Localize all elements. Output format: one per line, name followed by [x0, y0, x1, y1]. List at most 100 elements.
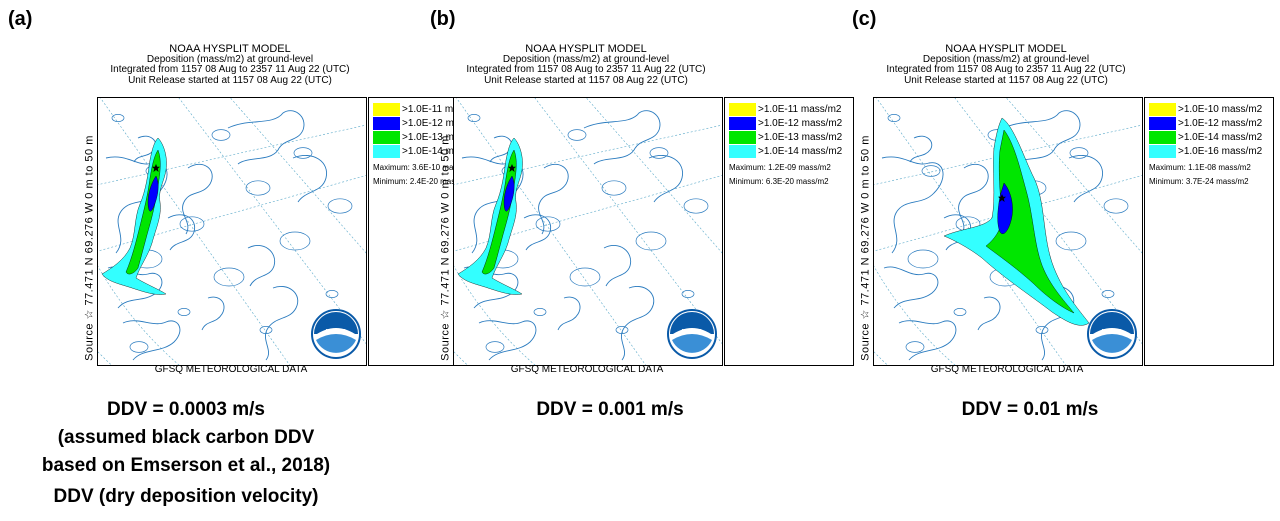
island-outline [467, 114, 481, 122]
legend-swatch [729, 145, 756, 158]
coastline [167, 214, 196, 251]
legend-swatch [1149, 145, 1176, 158]
island-outline [1035, 326, 1049, 334]
graticule-line [954, 98, 1142, 344]
coastline [603, 245, 632, 287]
coastline [1003, 110, 1081, 165]
island-outline [905, 341, 925, 353]
island-outline [567, 129, 587, 141]
legend-swatch [729, 131, 756, 144]
coastline [881, 156, 944, 254]
source-star-icon [152, 164, 160, 172]
island-outline [681, 290, 695, 298]
coastline [898, 320, 957, 361]
caption-b: DDV = 0.001 m/s [440, 396, 780, 424]
coastline [977, 296, 1001, 331]
coastline [182, 163, 213, 235]
maximum-value: Maximum: 3.6E-10 mass/m2 [373, 163, 475, 172]
island-outline [1069, 147, 1089, 159]
island-outline [1101, 290, 1115, 298]
legend-swatch [729, 117, 756, 130]
legend-swatch [1149, 131, 1176, 144]
caption-line: DDV = 0.001 m/s [536, 399, 684, 420]
panel-a-label: (a) [8, 8, 33, 30]
island-outline [1055, 231, 1087, 251]
coastline [958, 163, 989, 235]
met-data-label: GFSQ METEOROLOGICAL DATA [930, 364, 1084, 375]
island-outline [887, 114, 901, 122]
panel-c-label: (c) [852, 8, 877, 30]
graticule-line [454, 124, 722, 185]
map-subtitle: Unit Release started at 1157 08 Aug 22 (… [484, 74, 688, 86]
graticule-line [586, 98, 722, 254]
panel-c: NOAA HYSPLIT MODEL Deposition (mass/m2) … [856, 44, 1276, 375]
island-outline [111, 114, 125, 122]
island-outline [279, 231, 311, 251]
maximum-value: Maximum: 1.1E-08 mass/m2 [1149, 163, 1251, 172]
island-outline [635, 231, 667, 251]
deposition-map: noaa [453, 97, 723, 366]
source-star-icon [508, 164, 516, 172]
coastline [227, 110, 305, 165]
noaa-logo-icon: noaa [667, 309, 717, 359]
plume-high [147, 175, 159, 212]
coastline [538, 163, 569, 235]
island-outline [649, 147, 669, 159]
island-outline [953, 308, 967, 316]
island-outline [179, 216, 205, 232]
map-header: NOAA HYSPLIT MODEL Deposition (mass/m2) … [80, 44, 380, 86]
noaa-logo-text: noaa [1101, 326, 1123, 336]
island-outline [293, 147, 313, 159]
source-label: Source ☆ 77.471 N 69.276 W 0 m to 50 m [83, 135, 96, 361]
caption-line: based on Emserson et al., 2018) [41, 455, 331, 476]
source-star-icon [998, 194, 1006, 202]
deposition-map: noaa [97, 97, 367, 366]
island-outline [921, 165, 941, 177]
caption-line: DDV = 0.0003 m/s [107, 399, 265, 420]
coastline [909, 135, 933, 163]
source-label: Source ☆ 77.471 N 69.276 W 0 m to 50 m [859, 135, 872, 361]
island-outline [535, 216, 561, 232]
island-outline [259, 326, 273, 334]
coastline [264, 286, 299, 361]
map-subtitle: Deposition (mass/m2) at ground-level [146, 53, 314, 65]
map-legend: >1.0E-11 mass/m2 >1.0E-12 mass/m2 >1.0E-… [724, 97, 854, 366]
deposition-map: noaa [873, 97, 1143, 366]
coastline [883, 266, 939, 309]
caption-line: DDV = 0.01 m/s [961, 399, 1099, 420]
minimum-value: Minimum: 2.4E-20 mass/m2 [373, 177, 473, 186]
legend-swatch [729, 103, 756, 116]
map-subtitle: Deposition (mass/m2) at ground-level [922, 53, 1090, 65]
minimum-value: Minimum: 6.3E-20 mass/m2 [729, 177, 829, 186]
map-subtitle: Unit Release started at 1157 08 Aug 22 (… [904, 74, 1108, 86]
island-outline [1103, 198, 1129, 214]
ddv-definition: DDV (dry deposition velocity) [53, 486, 319, 507]
coastline [557, 296, 581, 331]
map-title: NOAA HYSPLIT MODEL [525, 43, 647, 55]
graticule-line [178, 98, 366, 344]
coastline [583, 110, 661, 165]
coastline [247, 245, 276, 287]
noaa-logo-text: noaa [325, 326, 347, 336]
coastline [620, 286, 655, 361]
panel-b: NOAA HYSPLIT MODEL Deposition (mass/m2) … [436, 44, 856, 375]
map-subtitle: Integrated from 1157 08 Aug to 2357 11 A… [886, 64, 1126, 75]
met-data-label: GFSQ METEOROLOGICAL DATA [510, 364, 664, 375]
minimum-value: Minimum: 3.7E-24 mass/m2 [1149, 177, 1249, 186]
legend-swatch [373, 131, 400, 144]
map-subtitle: Unit Release started at 1157 08 Aug 22 (… [128, 74, 332, 86]
caption-a: DDV = 0.0003 m/s (assumed black carbon D… [0, 396, 372, 480]
island-outline [601, 180, 627, 196]
map-subtitle: Deposition (mass/m2) at ground-level [502, 53, 670, 65]
legend-swatch [373, 145, 400, 158]
met-data-label: GFSQ METEOROLOGICAL DATA [154, 364, 308, 375]
coastline [1068, 155, 1103, 203]
noaa-logo-icon: noaa [311, 309, 361, 359]
map-header: NOAA HYSPLIT MODEL Deposition (mass/m2) … [436, 44, 736, 86]
legend-swatch [1149, 103, 1176, 116]
legend-swatch [373, 103, 400, 116]
map-subtitle: Integrated from 1157 08 Aug to 2357 11 A… [466, 64, 706, 75]
island-outline [129, 341, 149, 353]
island-outline [177, 308, 191, 316]
island-outline [683, 198, 709, 214]
